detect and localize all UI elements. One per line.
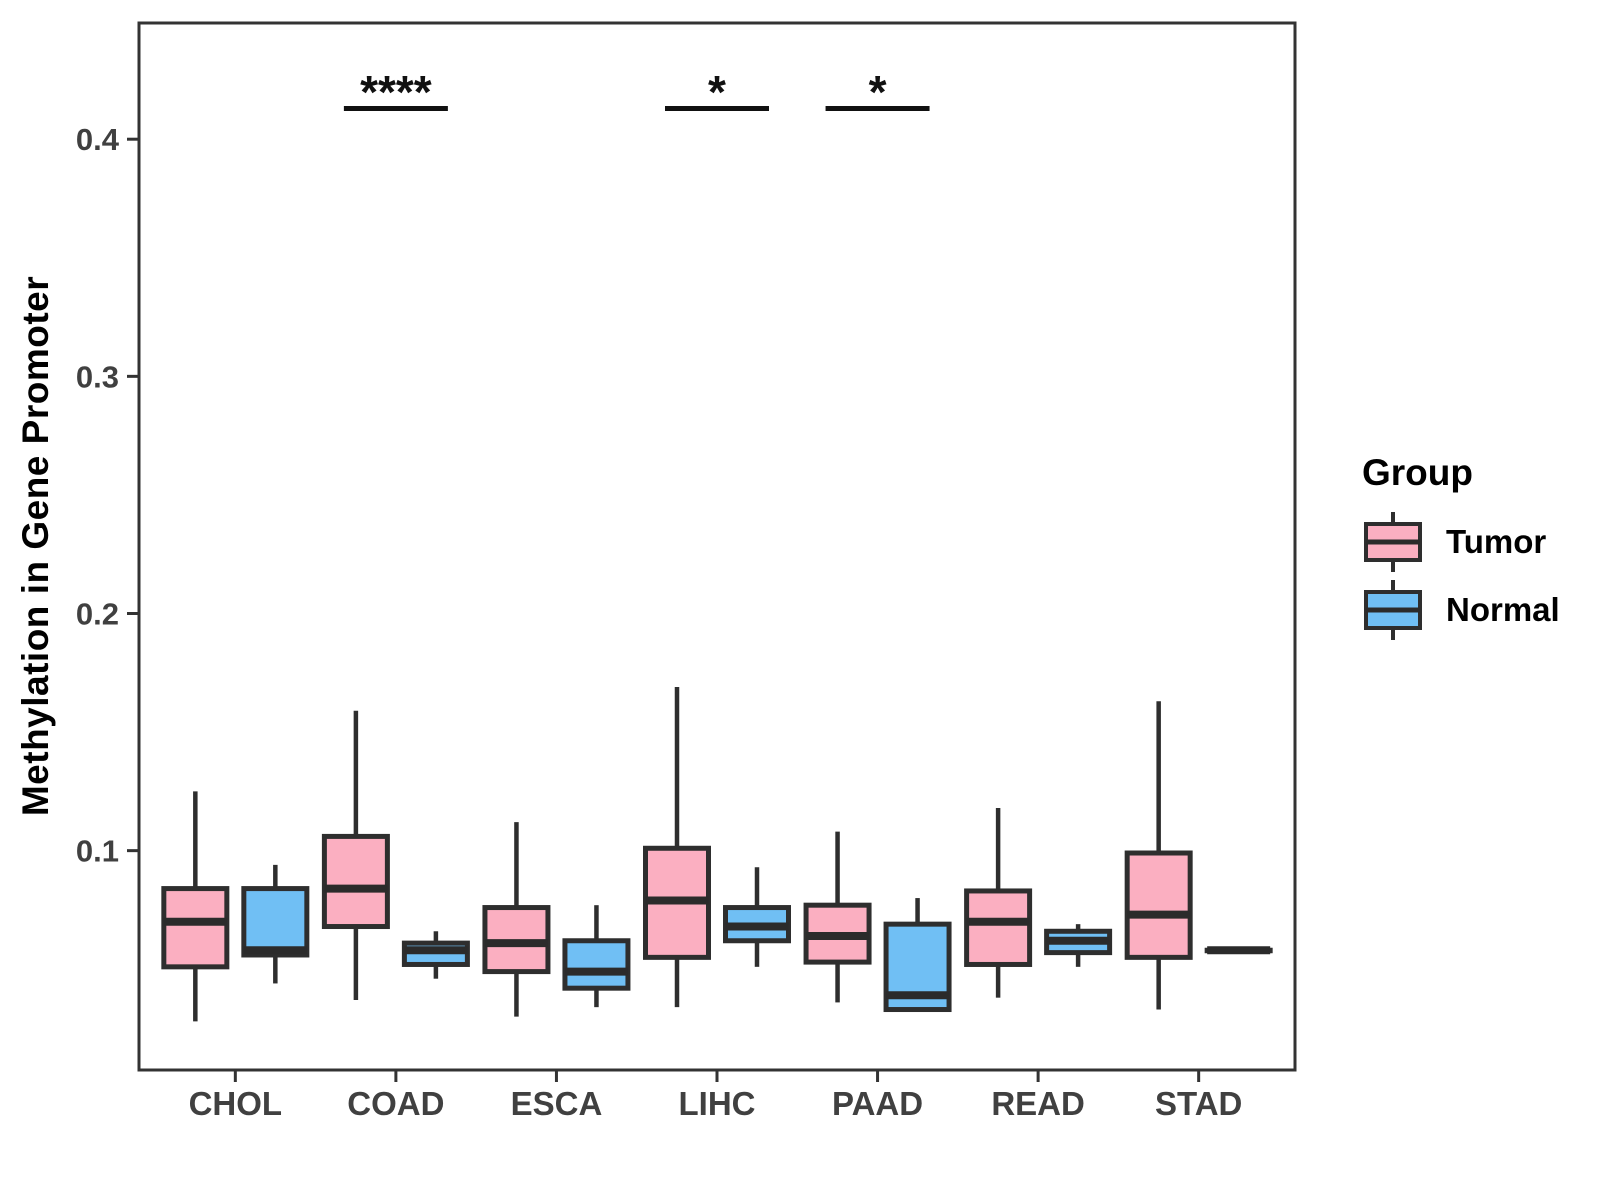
y-tick-label: 0.3: [76, 359, 119, 394]
x-tick-label-paad: PAAD: [832, 1085, 923, 1122]
significance-stars-coad: ****: [360, 66, 432, 118]
legend-item-normal: Normal: [1362, 576, 1592, 644]
y-tick-label: 0.1: [76, 834, 119, 869]
legend-item-tumor: Tumor: [1362, 508, 1592, 576]
x-tick-label-lihc: LIHC: [679, 1085, 756, 1122]
y-tick-label: 0.2: [76, 596, 119, 631]
legend: Group Tumor Normal: [1362, 452, 1592, 644]
legend-item-label: Normal: [1446, 591, 1560, 628]
box-normal-esca: [562, 938, 631, 991]
box-tumor-coad: [321, 833, 390, 930]
box-tumor-chol: [161, 886, 230, 970]
legend-boxplot-glyph-tumor: [1364, 512, 1422, 572]
significance-stars-lihc: *: [708, 66, 726, 118]
legend-boxplot-glyph-normal: [1364, 580, 1422, 640]
y-tick-label: 0.4: [76, 122, 120, 157]
box-tumor-stad: [1124, 850, 1193, 960]
x-tick-label-coad: COAD: [347, 1085, 444, 1122]
x-tick-label-stad: STAD: [1155, 1085, 1242, 1122]
legend-item-label: Tumor: [1446, 523, 1547, 560]
legend-items: Tumor Normal: [1362, 508, 1592, 644]
x-tick-label-read: READ: [991, 1085, 1085, 1122]
significance-stars-paad: *: [869, 66, 887, 118]
box-tumor-read: [964, 888, 1033, 967]
x-tick-label-esca: ESCA: [511, 1085, 603, 1122]
panel-border: [137, 21, 1297, 1072]
y-axis-title: Methylation in Gene Promoter: [15, 275, 56, 817]
box-normal-chol: [241, 886, 310, 958]
x-tick-label-chol: CHOL: [189, 1085, 283, 1122]
legend-title: Group: [1362, 452, 1473, 493]
